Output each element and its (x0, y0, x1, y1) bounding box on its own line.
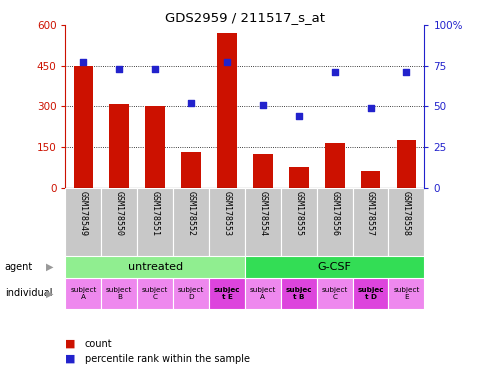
Bar (316, 188, 352, 256)
Bar (352, 188, 388, 256)
Bar (324, 143, 344, 188)
Bar (388, 278, 424, 309)
Bar (181, 152, 200, 188)
Bar (244, 278, 280, 309)
Text: subject
C: subject C (142, 287, 168, 300)
Bar (280, 188, 316, 256)
Text: subject
E: subject E (393, 287, 419, 300)
Text: GSM178556: GSM178556 (330, 191, 338, 236)
Text: GSM178553: GSM178553 (222, 191, 231, 236)
Bar (244, 256, 424, 278)
Text: GSM178557: GSM178557 (365, 191, 374, 236)
Point (187, 100, 195, 106)
Bar (360, 171, 379, 188)
Bar (65, 188, 101, 256)
Text: GSM178558: GSM178558 (401, 191, 410, 236)
Point (115, 66, 123, 72)
Text: ▶: ▶ (46, 288, 53, 298)
Text: ▶: ▶ (46, 262, 53, 272)
Text: untreated: untreated (127, 262, 182, 272)
Text: agent: agent (5, 262, 33, 272)
Bar (65, 278, 101, 309)
Point (366, 105, 374, 111)
Text: GSM178552: GSM178552 (186, 191, 195, 236)
Bar (137, 188, 173, 256)
Bar (137, 278, 173, 309)
Text: subject
A: subject A (249, 287, 275, 300)
Text: subject
D: subject D (178, 287, 204, 300)
Bar (253, 154, 272, 188)
Bar (101, 188, 137, 256)
Title: GDS2959 / 211517_s_at: GDS2959 / 211517_s_at (165, 11, 324, 24)
Bar (145, 106, 165, 188)
Bar (65, 256, 244, 278)
Text: GSM178554: GSM178554 (258, 191, 267, 236)
Text: GSM178555: GSM178555 (294, 191, 302, 236)
Bar (244, 188, 280, 256)
Text: subjec
t E: subjec t E (213, 287, 240, 300)
Bar (316, 278, 352, 309)
Text: subject
A: subject A (70, 287, 96, 300)
Text: percentile rank within the sample: percentile rank within the sample (85, 354, 249, 364)
Text: GSM178549: GSM178549 (79, 191, 88, 236)
Point (258, 102, 266, 108)
Text: count: count (85, 339, 112, 349)
Bar (173, 278, 209, 309)
Text: GSM178550: GSM178550 (115, 191, 123, 236)
Bar (388, 188, 424, 256)
Text: individual: individual (5, 288, 52, 298)
Bar (217, 33, 236, 188)
Bar (109, 104, 129, 188)
Text: GSM178551: GSM178551 (151, 191, 159, 236)
Bar (288, 167, 308, 188)
Bar (209, 188, 244, 256)
Point (79, 59, 87, 65)
Bar (101, 278, 137, 309)
Point (402, 69, 409, 75)
Bar (352, 278, 388, 309)
Point (330, 69, 338, 75)
Text: subjec
t B: subjec t B (285, 287, 311, 300)
Bar (280, 278, 316, 309)
Point (151, 66, 159, 72)
Text: ■: ■ (65, 339, 76, 349)
Text: G-CSF: G-CSF (317, 262, 351, 272)
Bar (74, 66, 93, 188)
Bar (209, 278, 244, 309)
Point (223, 59, 230, 65)
Text: subjec
t D: subjec t D (357, 287, 383, 300)
Text: subject
C: subject C (321, 287, 347, 300)
Point (294, 113, 302, 119)
Text: subject
B: subject B (106, 287, 132, 300)
Text: ■: ■ (65, 354, 76, 364)
Bar (396, 140, 415, 188)
Bar (173, 188, 209, 256)
